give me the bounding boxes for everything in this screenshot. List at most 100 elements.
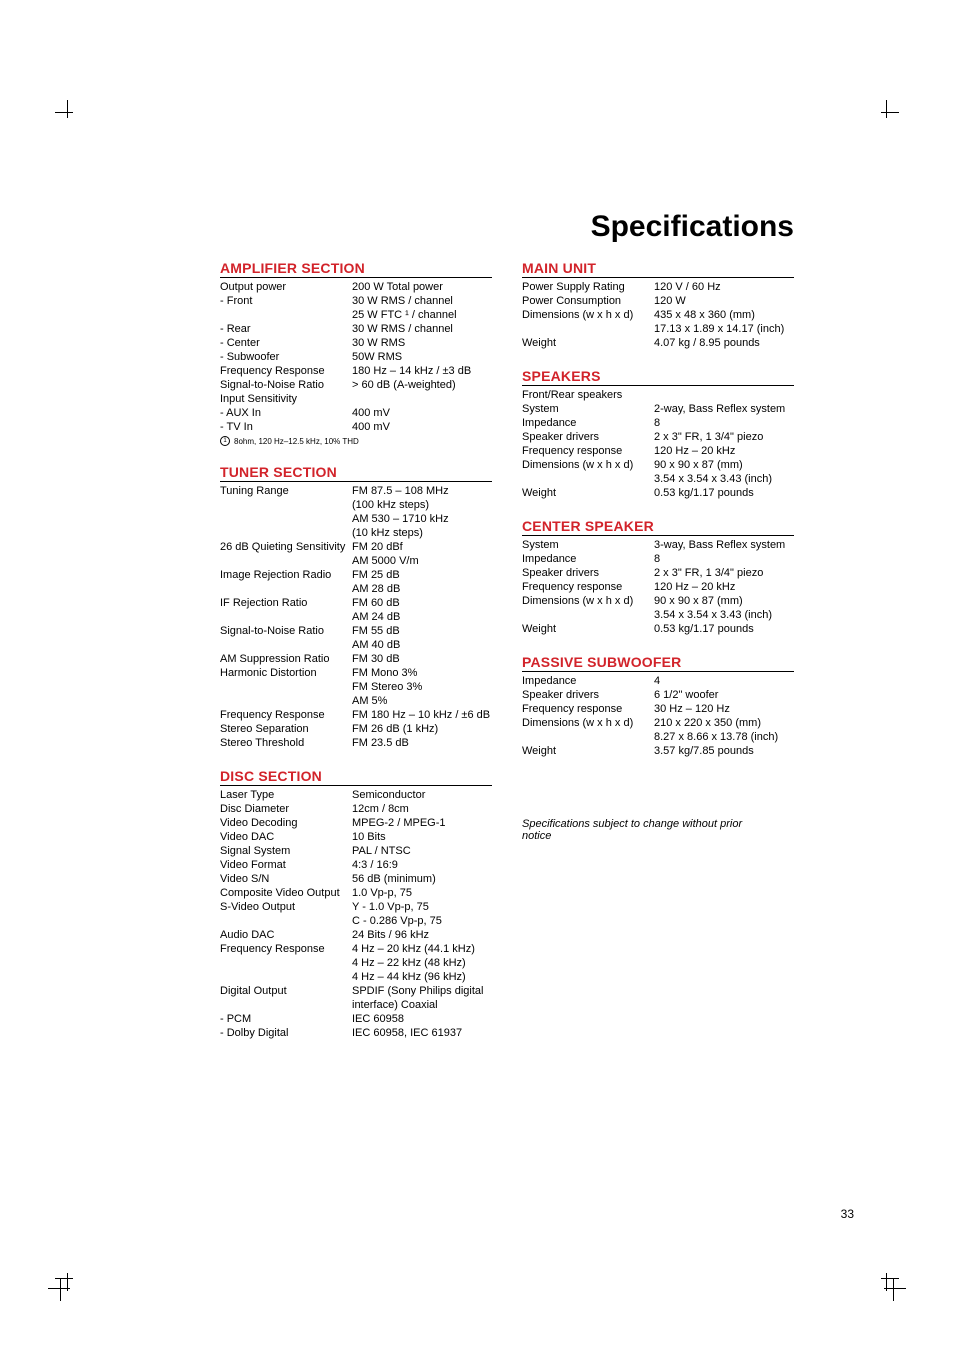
spec-label: Dimensions (w x h x d) — [522, 594, 654, 608]
spec-row: - Center30 W RMS — [220, 336, 492, 350]
spec-row: AM 28 dB — [220, 582, 492, 596]
spec-row: - Subwoofer50W RMS — [220, 350, 492, 364]
spec-label — [220, 638, 352, 652]
spec-label: AM Suppression Ratio — [220, 652, 352, 666]
spec-row: S-Video OutputY - 1.0 Vp-p, 75 — [220, 900, 492, 914]
spec-value: 2-way, Bass Reflex system — [654, 402, 794, 416]
spec-value: 90 x 90 x 87 (mm) — [654, 458, 794, 472]
spec-label: Frequency response — [522, 702, 654, 716]
spec-row: AM 530 – 1710 kHz — [220, 512, 492, 526]
spec-row: Video DAC10 Bits — [220, 830, 492, 844]
spec-value: MPEG-2 / MPEG-1 — [352, 816, 492, 830]
spec-row: Dimensions (w x h x d)90 x 90 x 87 (mm) — [522, 594, 794, 608]
spec-label — [220, 498, 352, 512]
spec-value: PAL / NTSC — [352, 844, 492, 858]
spec-row: Laser TypeSemiconductor — [220, 788, 492, 802]
spec-row: Weight3.57 kg/7.85 pounds — [522, 744, 794, 758]
spec-label: - Front — [220, 294, 352, 308]
spec-value: Y - 1.0 Vp-p, 75 — [352, 900, 492, 914]
spec-row: 17.13 x 1.89 x 14.17 (inch) — [522, 322, 794, 336]
spec-row: 4 Hz – 22 kHz (48 kHz) — [220, 956, 492, 970]
spec-rows: Impedance4Speaker drivers6 1/2" wooferFr… — [522, 674, 794, 758]
spec-label — [522, 608, 654, 622]
spec-row: System3-way, Bass Reflex system — [522, 538, 794, 552]
spec-row: - PCMIEC 60958 — [220, 1012, 492, 1026]
passive-subwoofer-section: PASSIVE SUBWOOFER Impedance4Speaker driv… — [522, 654, 794, 758]
spec-row: Signal-to-Noise Ratio> 60 dB (A-weighted… — [220, 378, 492, 392]
spec-row: Speaker drivers2 x 3" FR, 1 3/4" piezo — [522, 566, 794, 580]
section-title: DISC SECTION — [220, 768, 492, 786]
spec-label: Speaker drivers — [522, 688, 654, 702]
spec-row: System2-way, Bass Reflex system — [522, 402, 794, 416]
spec-value: AM 5000 V/m — [352, 554, 492, 568]
spec-row: Speaker drivers6 1/2" woofer — [522, 688, 794, 702]
page-title: Specifications — [60, 210, 794, 244]
spec-row: Digital OutputSPDIF (Sony Philips digita… — [220, 984, 492, 1012]
spec-label: Impedance — [522, 552, 654, 566]
spec-row: Image Rejection RadioFM 25 dB — [220, 568, 492, 582]
section-title: AMPLIFIER SECTION — [220, 260, 492, 278]
spec-value: 24 Bits / 96 kHz — [352, 928, 492, 942]
spec-value: (100 kHz steps) — [352, 498, 492, 512]
spec-row: Frequency response120 Hz – 20 kHz — [522, 580, 794, 594]
spec-value: 25 W FTC ¹ / channel — [352, 308, 492, 322]
spec-row: Power Supply Rating120 V / 60 Hz — [522, 280, 794, 294]
spec-label: - Rear — [220, 322, 352, 336]
spec-row: 3.54 x 3.54 x 3.43 (inch) — [522, 608, 794, 622]
spec-value: 8.27 x 8.66 x 13.78 (inch) — [654, 730, 794, 744]
spec-label: - Subwoofer — [220, 350, 352, 364]
spec-value: AM 40 dB — [352, 638, 492, 652]
spec-label: Dimensions (w x h x d) — [522, 458, 654, 472]
spec-value: AM 530 – 1710 kHz — [352, 512, 492, 526]
spec-value: 17.13 x 1.89 x 14.17 (inch) — [654, 322, 794, 336]
spec-row: Signal SystemPAL / NTSC — [220, 844, 492, 858]
spec-row: Weight0.53 kg/1.17 pounds — [522, 622, 794, 636]
spec-row: AM Suppression RatioFM 30 dB — [220, 652, 492, 666]
spec-row: Power Consumption120 W — [522, 294, 794, 308]
spec-label: Stereo Threshold — [220, 736, 352, 750]
amplifier-section: AMPLIFIER SECTION Output power200 W Tota… — [220, 260, 492, 446]
spec-row: 8.27 x 8.66 x 13.78 (inch) — [522, 730, 794, 744]
spec-row: Frequency ResponseFM 180 Hz – 10 kHz / ±… — [220, 708, 492, 722]
spec-row: Frequency response30 Hz – 120 Hz — [522, 702, 794, 716]
spec-label: Power Supply Rating — [522, 280, 654, 294]
spec-value: 30 W RMS / channel — [352, 322, 492, 336]
spec-value: 12cm / 8cm — [352, 802, 492, 816]
spec-value: 210 x 220 x 350 (mm) — [654, 716, 794, 730]
footnote: 1 8ohm, 120 Hz–12.5 kHz, 10% THD — [220, 436, 492, 446]
disc-section: DISC SECTION Laser TypeSemiconductorDisc… — [220, 768, 492, 1040]
left-column: AMPLIFIER SECTION Output power200 W Tota… — [220, 260, 492, 1058]
spec-label: Digital Output — [220, 984, 352, 1012]
speakers-section: SPEAKERS Front/Rear speakersSystem2-way,… — [522, 368, 794, 500]
spec-label — [220, 610, 352, 624]
spec-rows: Power Supply Rating120 V / 60 HzPower Co… — [522, 280, 794, 350]
spec-value: AM 28 dB — [352, 582, 492, 596]
spec-label: System — [522, 538, 654, 552]
crop-mark-icon — [869, 100, 899, 130]
spec-label — [220, 526, 352, 540]
spec-value: FM 60 dB — [352, 596, 492, 610]
spec-label: Stereo Separation — [220, 722, 352, 736]
spec-value: FM 180 Hz – 10 kHz / ±6 dB — [352, 708, 492, 722]
spec-value: 120 Hz – 20 kHz — [654, 444, 794, 458]
spec-value — [654, 388, 794, 402]
spec-value: 0.53 kg/1.17 pounds — [654, 622, 794, 636]
spec-row: Signal-to-Noise RatioFM 55 dB — [220, 624, 492, 638]
spec-row: Impedance8 — [522, 552, 794, 566]
spec-label: Video S/N — [220, 872, 352, 886]
spec-value: FM Stereo 3% — [352, 680, 492, 694]
spec-value: AM 24 dB — [352, 610, 492, 624]
spec-value: 4 — [654, 674, 794, 688]
spec-value — [352, 392, 492, 406]
spec-label: Dimensions (w x h x d) — [522, 308, 654, 322]
section-title: TUNER SECTION — [220, 464, 492, 482]
spec-label: Weight — [522, 336, 654, 350]
spec-label — [220, 308, 352, 322]
spec-row: Weight4.07 kg / 8.95 pounds — [522, 336, 794, 350]
spec-value: C - 0.286 Vp-p, 75 — [352, 914, 492, 928]
spec-row: Impedance4 — [522, 674, 794, 688]
spec-value: 120 Hz – 20 kHz — [654, 580, 794, 594]
spec-label: Frequency Response — [220, 942, 352, 956]
spec-value: 180 Hz – 14 kHz / ±3 dB — [352, 364, 492, 378]
spec-value: FM 55 dB — [352, 624, 492, 638]
